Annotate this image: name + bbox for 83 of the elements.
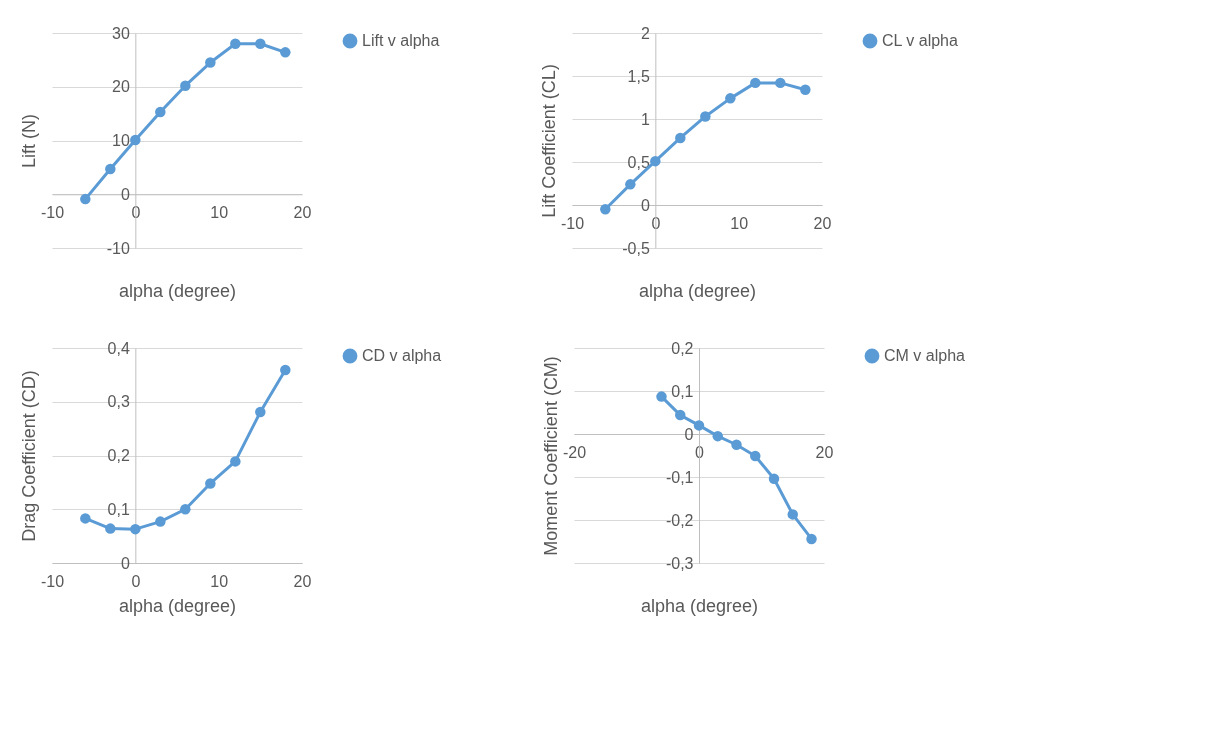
point	[656, 391, 667, 402]
point	[731, 439, 742, 450]
point	[700, 111, 711, 122]
legend-label: CD v alpha	[362, 347, 442, 364]
y-tick-label: 0	[684, 425, 694, 443]
x-tick-label: 0	[651, 214, 661, 232]
y-tick-label: -0,1	[665, 468, 694, 486]
x-tick-label: 20	[293, 203, 312, 221]
legend-label: CL v alpha	[882, 32, 958, 49]
y-tick-label: 20	[112, 78, 130, 96]
point	[105, 163, 116, 175]
y-tick-label: 0,1	[107, 500, 130, 518]
point	[625, 179, 636, 190]
point	[725, 93, 736, 104]
y-tick-label: 0,4	[107, 339, 130, 357]
y-tick-label: 0,2	[107, 447, 130, 464]
point	[80, 193, 91, 205]
y-tick-label: 2	[640, 24, 650, 42]
x-axis-title: alpha (degree)	[118, 595, 237, 616]
point	[768, 473, 780, 484]
point	[205, 57, 216, 68]
point	[750, 450, 761, 462]
y-tick-label: 1,5	[627, 67, 650, 85]
y-axis-title: Lift Coefficient (CL)	[538, 64, 559, 218]
y-tick-label: 0,1	[671, 382, 694, 400]
x-tick-label: -10	[40, 572, 65, 590]
y-tick-label: 1	[640, 110, 650, 128]
y-tick-label: 0	[120, 185, 130, 203]
point	[675, 132, 686, 144]
point	[105, 523, 116, 534]
y-axis-title: Lift (N)	[18, 114, 39, 168]
point	[775, 77, 786, 89]
y-tick-label: -0,2	[665, 511, 694, 529]
x-tick-label: 20	[813, 214, 832, 232]
x-tick-label: -20	[562, 443, 587, 461]
point	[230, 38, 241, 49]
point	[600, 204, 611, 215]
point	[230, 456, 241, 467]
point	[255, 38, 266, 49]
x-tick-label: 10	[210, 572, 229, 590]
point	[693, 420, 705, 431]
legend-label: Lift v alpha	[362, 32, 440, 49]
point	[155, 516, 166, 527]
point	[712, 430, 723, 442]
point	[806, 533, 817, 545]
point	[155, 106, 166, 118]
x-tick-label: 0	[131, 572, 141, 590]
y-tick-label: -0,3	[665, 554, 694, 572]
x-tick-label: 0	[131, 203, 141, 221]
point	[255, 406, 266, 418]
point	[280, 47, 291, 58]
x-axis-title: alpha (degree)	[638, 280, 757, 301]
y-tick-label: 0	[120, 554, 130, 572]
x-tick-label: 20	[815, 443, 834, 461]
x-axis-title: alpha (degree)	[118, 280, 237, 301]
point	[180, 80, 191, 91]
point	[650, 155, 661, 167]
x-axis-title: alpha (degree)	[640, 595, 759, 616]
point	[280, 364, 291, 376]
y-tick-label: -0,5	[622, 239, 650, 257]
y-tick-label: 10	[112, 132, 130, 149]
point	[180, 504, 191, 515]
y-axis-title: Moment Coefficient (CM)	[540, 356, 561, 556]
legend-label: CM v alpha	[884, 347, 966, 364]
y-axis-title: Drag Coefficient (CD)	[18, 370, 39, 542]
point	[750, 77, 761, 89]
point	[800, 84, 811, 95]
x-tick-label: 10	[730, 214, 749, 232]
x-tick-label: 10	[210, 203, 229, 221]
y-tick-label: 0,5	[627, 153, 650, 171]
x-tick-label: -10	[560, 214, 585, 232]
y-tick-label: 0,2	[671, 339, 694, 357]
x-tick-label: -10	[40, 203, 65, 221]
x-tick-label: 20	[293, 572, 312, 590]
y-tick-label: 0,3	[107, 393, 130, 411]
y-tick-label: -10	[106, 239, 130, 257]
point	[130, 523, 141, 535]
y-tick-label: 30	[112, 24, 130, 42]
point	[675, 409, 686, 421]
point	[80, 513, 91, 524]
point	[787, 509, 798, 520]
point	[205, 478, 216, 489]
point	[130, 134, 141, 146]
